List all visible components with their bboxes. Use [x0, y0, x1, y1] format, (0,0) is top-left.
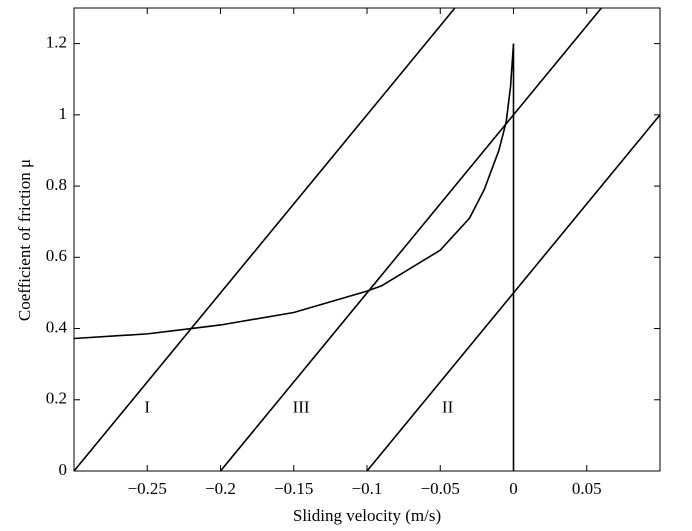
annotation: II — [442, 398, 454, 417]
y-tick-label: 0.6 — [46, 246, 67, 265]
plot-frame — [73, 7, 661, 472]
annotation: I — [144, 398, 150, 417]
x-tick-label: −0.05 — [421, 479, 460, 498]
x-tick-label: −0.2 — [205, 479, 236, 498]
line-series — [73, 7, 456, 472]
x-tick-label: −0.1 — [352, 479, 383, 498]
y-tick-label: 0.2 — [46, 389, 67, 408]
x-tick-label: 0 — [509, 479, 518, 498]
x-tick-label: 0.05 — [572, 479, 602, 498]
line-series — [219, 7, 603, 472]
line-series — [366, 114, 661, 472]
y-tick-label: 0 — [59, 460, 68, 479]
x-axis-label: Sliding velocity (m/s) — [293, 506, 441, 525]
y-axis-label: Coefficient of friction μ — [15, 159, 34, 321]
y-tick-label: 0.8 — [46, 175, 67, 194]
y-tick-label: 0.4 — [46, 317, 68, 336]
y-tick-label: 1 — [59, 104, 68, 123]
line-series — [73, 43, 515, 471]
x-tick-label: −0.15 — [274, 479, 313, 498]
annotation: III — [293, 398, 310, 417]
x-tick-label: −0.25 — [128, 479, 167, 498]
y-tick-label: 1.2 — [46, 33, 67, 52]
